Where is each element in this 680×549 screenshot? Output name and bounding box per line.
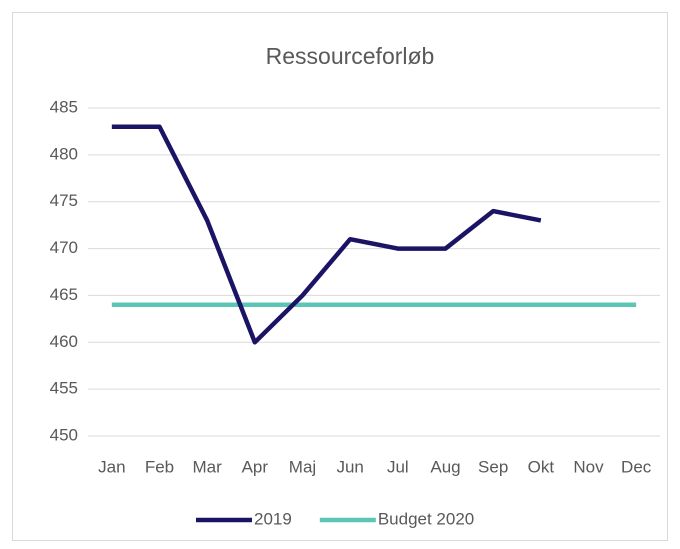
x-tick-label: Jul (387, 457, 409, 476)
legend-label: Budget 2020 (378, 509, 474, 528)
x-tick-label: Apr (242, 457, 269, 476)
y-tick-label: 450 (50, 425, 78, 444)
y-tick-label: 460 (50, 332, 78, 351)
legend-label: 2019 (254, 509, 292, 528)
x-tick-label: Jun (336, 457, 363, 476)
x-tick-label: Aug (430, 457, 460, 476)
y-tick-label: 485 (50, 97, 78, 116)
y-tick-label: 455 (50, 379, 78, 398)
chart-title: Ressourceforløb (266, 43, 435, 69)
y-tick-label: 475 (50, 191, 78, 210)
x-tick-label: Sep (478, 457, 508, 476)
x-tick-label: Jan (98, 457, 125, 476)
x-tick-label: Okt (528, 457, 555, 476)
y-tick-label: 470 (50, 238, 78, 257)
series-line (111, 124, 542, 345)
y-tick-label: 465 (50, 285, 78, 304)
y-tick-label: 480 (50, 144, 78, 163)
x-tick-label: Feb (145, 457, 174, 476)
x-tick-label: Nov (573, 457, 604, 476)
x-tick-label: Mar (193, 457, 223, 476)
x-tick-label: Dec (621, 457, 652, 476)
x-tick-label: Maj (289, 457, 316, 476)
chart-frame (12, 12, 668, 541)
